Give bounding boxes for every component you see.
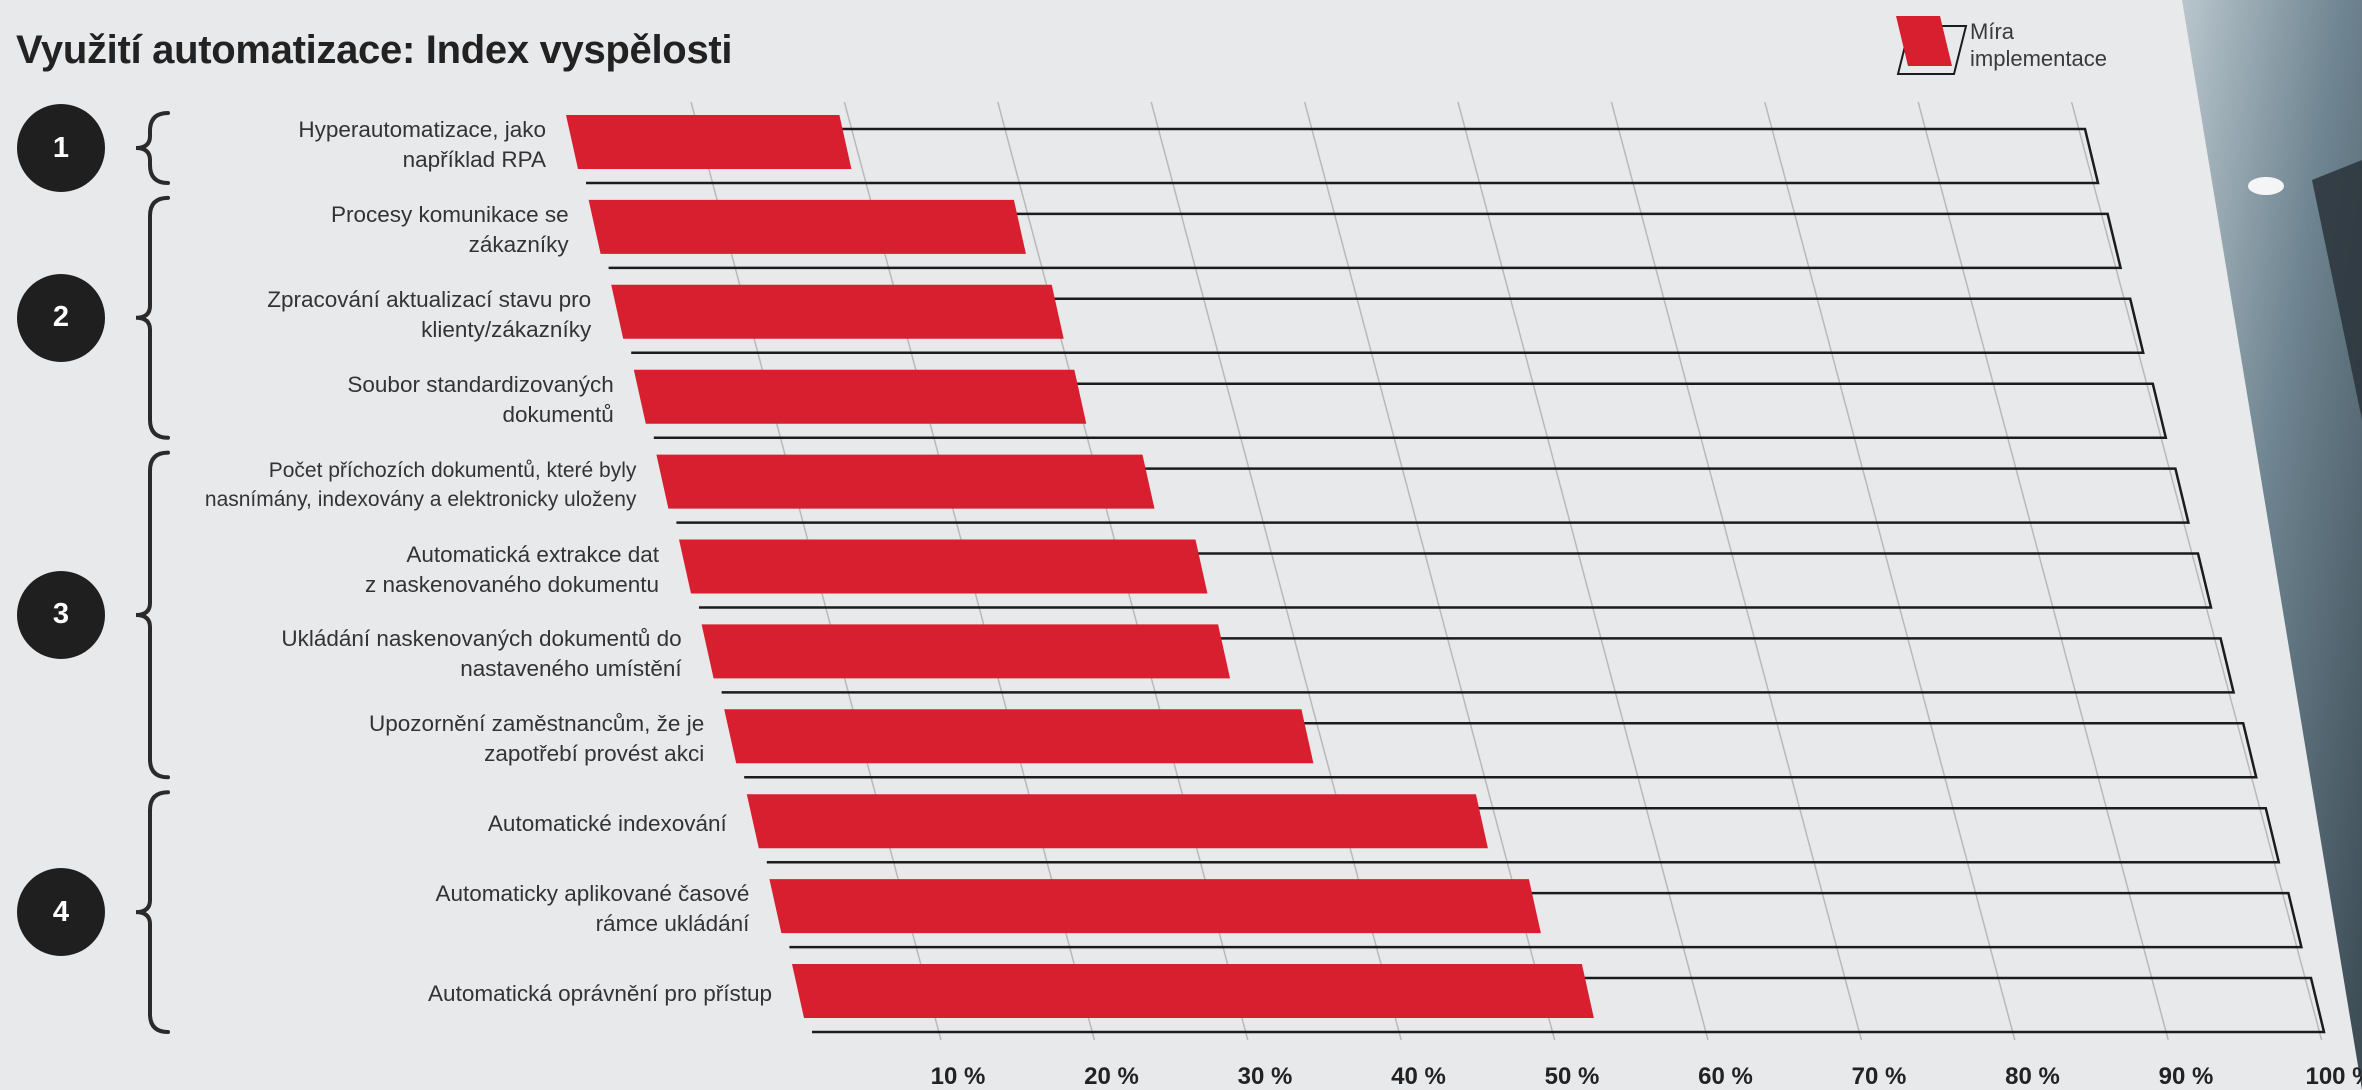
bar (724, 709, 1314, 764)
legend-label: Míra implementace (1970, 19, 2107, 71)
bar (633, 369, 1087, 424)
category-label: Automaticky aplikované časové rámce uklá… (435, 881, 750, 937)
bar (769, 879, 1541, 934)
chart-title: Využití automatizace: Index vyspělosti (16, 28, 733, 72)
gridline (1917, 101, 2169, 1041)
bar (701, 624, 1231, 679)
group-brace (135, 790, 170, 1034)
category-label: Automatická oprávnění pro přístup (428, 981, 772, 1006)
total-outline (785, 891, 2303, 949)
total-outline (649, 382, 2168, 439)
total-outline (627, 297, 2145, 355)
total-outline (672, 467, 2190, 524)
group-brace (135, 450, 170, 780)
bar (679, 539, 1208, 594)
category-label: Upozornění zaměstnancům, že je zapotřebí… (369, 711, 705, 767)
total-outline (582, 127, 2100, 185)
total-outline (762, 806, 2281, 864)
gridline (2070, 101, 2323, 1041)
x-tick-label: 50 % (1545, 1063, 1600, 1090)
x-tick-label: 30 % (1238, 1063, 1293, 1090)
category-label: Hyperautomatizace, jako například RPA (298, 117, 546, 172)
bar (656, 454, 1155, 509)
x-tick-label: 10 % (931, 1063, 986, 1090)
group-brace (135, 195, 170, 440)
bar (611, 284, 1064, 339)
category-label: Automatická extrakce dat z naskenovaného… (365, 541, 659, 597)
gridline (1764, 101, 2016, 1041)
legend: Míra implementace (1892, 12, 2152, 80)
group-number-badge: 4 (17, 868, 105, 957)
total-outline (740, 722, 2258, 779)
group-number-badge: 3 (17, 570, 105, 659)
total-outline (717, 637, 2236, 694)
category-label: Počet příchozích dokumentů, které byly n… (204, 458, 637, 511)
x-tick-label: 90 % (2159, 1063, 2214, 1090)
total-outline (695, 552, 2213, 609)
category-label: Ukládání naskenovaných dokumentů do nast… (281, 626, 682, 682)
bar (566, 115, 852, 169)
category-label: Zpracování aktualizací stavu pro klienty… (267, 286, 592, 342)
bar (746, 794, 1488, 849)
group-brace (135, 111, 170, 185)
total-outline (604, 212, 2123, 270)
bar (588, 199, 1026, 254)
category-label: Automatické indexování (487, 811, 727, 837)
x-tick-label: 70 % (1852, 1063, 1907, 1090)
gridline (1610, 101, 1863, 1041)
bar (792, 964, 1594, 1018)
legend-swatch (1896, 16, 1968, 75)
x-tick-label: 80 % (2005, 1063, 2060, 1090)
group-number-badge: 2 (17, 273, 105, 362)
x-tick-label: 20 % (1084, 1063, 1139, 1090)
x-tick-label: 100 % (2305, 1063, 2362, 1090)
category-label: Procesy komunikace se zákazníky (331, 201, 569, 257)
x-tick-label: 40 % (1391, 1063, 1446, 1090)
group-number-badge: 1 (17, 104, 105, 192)
gridline (1457, 101, 1709, 1041)
category-label: Soubor standardizovaných dokumentů (347, 371, 614, 427)
x-tick-label: 60 % (1698, 1063, 1753, 1090)
